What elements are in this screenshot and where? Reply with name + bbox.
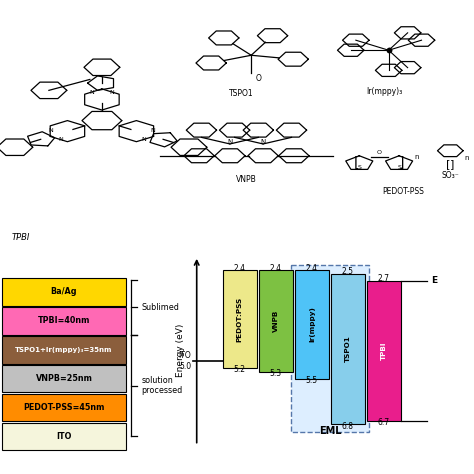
- Text: N: N: [48, 128, 53, 133]
- Text: TPBI: TPBI: [12, 233, 30, 242]
- Bar: [367, 281, 401, 421]
- Text: 2.4: 2.4: [234, 264, 246, 273]
- Text: 6.8: 6.8: [342, 422, 354, 431]
- Text: [: [: [354, 156, 359, 170]
- Text: O: O: [377, 150, 382, 155]
- Text: Ir(mppy): Ir(mppy): [309, 307, 315, 342]
- Text: [: [: [446, 160, 450, 170]
- Text: TSPO1: TSPO1: [345, 336, 351, 363]
- Text: ]: ]: [399, 156, 405, 170]
- Text: N: N: [109, 90, 114, 95]
- Text: N: N: [260, 139, 266, 145]
- Text: 2.7: 2.7: [378, 274, 390, 283]
- Text: Ba/Ag: Ba/Ag: [51, 287, 77, 296]
- Text: PEDOT-PSS: PEDOT-PSS: [382, 187, 424, 196]
- Text: n: n: [465, 155, 469, 161]
- Bar: [295, 270, 329, 379]
- Text: SO₃⁻: SO₃⁻: [441, 171, 459, 180]
- Text: 5.5: 5.5: [306, 376, 318, 385]
- Text: 5.2: 5.2: [234, 365, 246, 374]
- Text: n: n: [415, 154, 419, 160]
- Text: TSPO1: TSPO1: [229, 89, 254, 98]
- Bar: [2, 422, 126, 450]
- Text: VNPB: VNPB: [273, 310, 279, 332]
- Text: N: N: [151, 128, 155, 133]
- Text: ITO: ITO: [178, 351, 191, 360]
- Text: TPBI: TPBI: [381, 341, 387, 360]
- Text: 6.7: 6.7: [378, 418, 390, 427]
- Text: Energy (eV): Energy (eV): [176, 324, 184, 377]
- Text: 2.4: 2.4: [306, 264, 318, 273]
- Text: N: N: [90, 90, 94, 95]
- Bar: [259, 270, 293, 372]
- Text: S: S: [397, 164, 401, 170]
- Text: N: N: [227, 139, 233, 145]
- Text: 2.5: 2.5: [342, 267, 354, 276]
- Bar: [2, 336, 126, 364]
- Text: PEDOT-PSS=45nm: PEDOT-PSS=45nm: [23, 403, 105, 412]
- Text: VNPB=25nm: VNPB=25nm: [36, 374, 92, 383]
- Text: TSPO1+Ir(mppy)₃=35nm: TSPO1+Ir(mppy)₃=35nm: [15, 346, 113, 353]
- Text: Sublimed: Sublimed: [142, 303, 180, 312]
- Text: O: O: [256, 74, 262, 83]
- Text: S: S: [357, 164, 361, 170]
- Text: TPBI=40nm: TPBI=40nm: [38, 316, 90, 325]
- Text: ITO: ITO: [56, 432, 72, 441]
- Bar: [291, 265, 369, 431]
- Text: ]: ]: [450, 160, 455, 170]
- Text: solution
processed: solution processed: [142, 376, 183, 395]
- Text: E: E: [431, 276, 437, 285]
- Text: N: N: [58, 137, 63, 142]
- Bar: [2, 278, 126, 306]
- Bar: [2, 307, 126, 335]
- Text: VNPB: VNPB: [236, 175, 257, 184]
- Bar: [331, 273, 365, 425]
- Text: 5.0: 5.0: [179, 363, 191, 372]
- Text: N: N: [141, 137, 146, 142]
- Text: EML: EML: [319, 426, 341, 436]
- Text: 5.3: 5.3: [270, 369, 282, 378]
- Text: 2.4: 2.4: [270, 264, 282, 273]
- Bar: [2, 365, 126, 392]
- Bar: [223, 270, 257, 368]
- Text: Ir(mppy)₃: Ir(mppy)₃: [366, 87, 402, 96]
- Bar: [2, 393, 126, 421]
- Text: PEDOT:PSS: PEDOT:PSS: [237, 297, 243, 342]
